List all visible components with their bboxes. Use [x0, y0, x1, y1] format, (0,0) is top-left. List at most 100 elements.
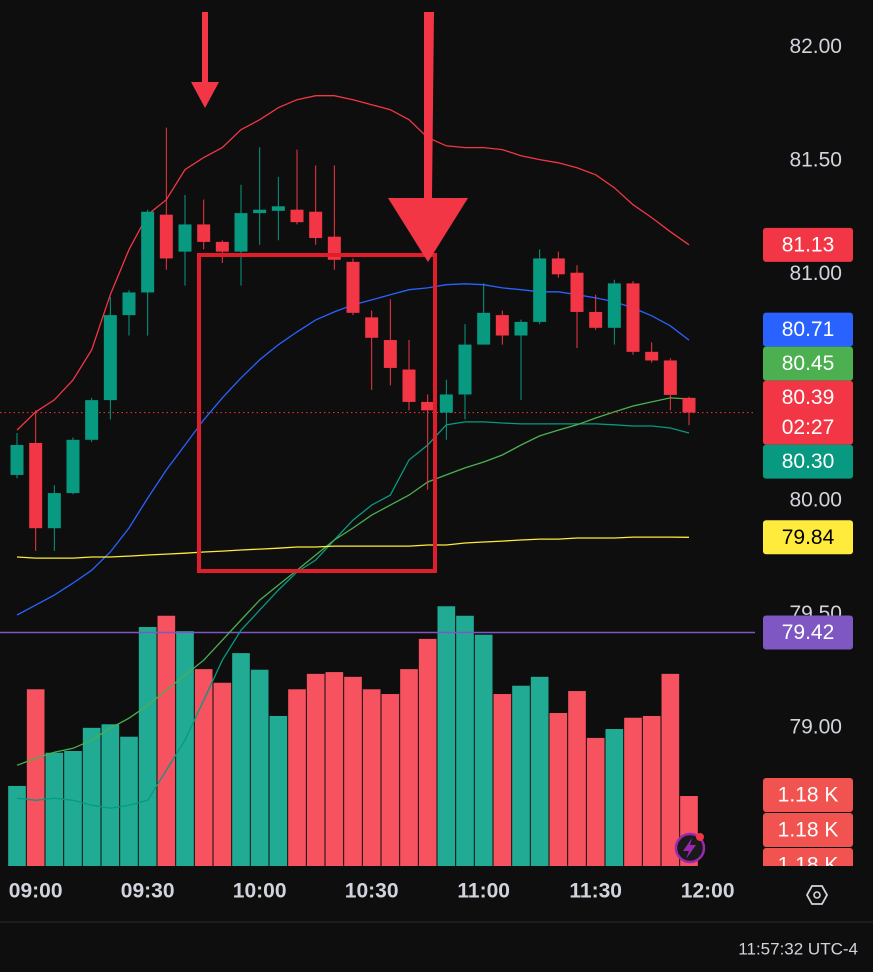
- price-badge-label: 80.45: [782, 352, 835, 375]
- price-badge-label: 80.71: [782, 318, 835, 341]
- annotations: [191, 12, 468, 573]
- price-badge: [763, 520, 853, 555]
- candle-body: [29, 442, 43, 529]
- candle-body: [645, 351, 659, 361]
- candle-body: [159, 214, 173, 259]
- volume-bar: [549, 713, 568, 866]
- volume-bar: [269, 715, 288, 866]
- candle-body: [234, 213, 248, 252]
- settings-icon[interactable]: [805, 885, 829, 905]
- y-tick-label: 81.50: [789, 149, 842, 172]
- volume-bar: [82, 727, 101, 866]
- volume-bar: [642, 715, 661, 866]
- candle-body: [10, 445, 24, 475]
- volume-bar: [586, 737, 605, 866]
- volume-layer: [8, 606, 698, 866]
- indicator-line: [16, 95, 690, 431]
- volume-bar: [325, 672, 344, 866]
- volume-bar: [474, 634, 493, 866]
- volume-bar: [213, 682, 232, 866]
- candle-body: [383, 340, 397, 368]
- volume-bar: [568, 691, 586, 866]
- candle-body: [122, 292, 136, 316]
- volume-bar: [456, 615, 474, 866]
- candle-body: [85, 400, 99, 440]
- volume-bar: [250, 669, 269, 866]
- price-axis: 82.0081.5081.0080.0079.5079.0081.1380.71…: [763, 35, 853, 877]
- alert-icon[interactable]: [674, 832, 706, 864]
- indicator-layer: [0, 95, 755, 809]
- indicator-line: [16, 536, 690, 559]
- candle-body: [47, 493, 61, 529]
- volume-bar: [64, 750, 82, 866]
- volume-bar: [437, 606, 456, 866]
- volume-bar: [493, 694, 512, 866]
- volume-bar: [176, 631, 194, 866]
- candle-body: [178, 224, 192, 252]
- volume-badge: [763, 813, 853, 847]
- volume-bar: [605, 729, 624, 866]
- candle-body: [682, 397, 696, 413]
- arrow-large: [388, 12, 468, 262]
- y-tick-label: 81.00: [789, 262, 842, 285]
- y-tick-label: 79.00: [789, 715, 842, 738]
- volume-badge-label: 1.18 K: [778, 819, 839, 842]
- volume-bar: [232, 653, 250, 866]
- candle-body: [141, 211, 155, 293]
- volume-bar: [157, 615, 176, 866]
- price-badge: [763, 227, 853, 262]
- x-tick-label: 09:00: [9, 880, 63, 903]
- x-tick-label: 11:30: [569, 880, 622, 903]
- candle-body: [402, 369, 416, 402]
- x-tick-label: 10:30: [345, 880, 399, 903]
- candle-body: [66, 439, 80, 494]
- x-tick-label: 11:00: [457, 880, 510, 903]
- x-tick-label: 10:00: [233, 880, 287, 903]
- candle-body: [346, 261, 360, 313]
- volume-badge-label: 1.18 K: [778, 854, 839, 877]
- volume-badge: [763, 778, 853, 812]
- candle-body: [533, 258, 547, 322]
- time-axis: 09:00 09:30 10:00 10:30 11:00 11:30 12:00: [9, 880, 735, 903]
- candle-body: [271, 206, 285, 211]
- clock: 11:57:32 UTC-4: [738, 939, 858, 958]
- candle-body: [495, 315, 509, 336]
- candle-body: [439, 394, 453, 413]
- indicator-line: [16, 421, 690, 809]
- y-tick-label: 80.00: [789, 489, 842, 512]
- x-tick-label: 09:30: [121, 880, 175, 903]
- volume-bar: [306, 673, 325, 866]
- candle-body: [197, 224, 211, 242]
- volume-bar: [288, 689, 306, 866]
- candle-body: [103, 315, 117, 401]
- volume-bar: [400, 669, 418, 866]
- price-badge-label: 80.39: [782, 386, 835, 409]
- volume-bar: [45, 752, 64, 866]
- candle-body: [589, 311, 603, 328]
- highlight-box: [197, 253, 437, 573]
- candle-layer: [10, 127, 696, 551]
- x-tick-label: 12:00: [681, 880, 735, 903]
- candle-body: [421, 401, 435, 411]
- candle-body: [477, 312, 491, 345]
- volume-bar: [362, 689, 381, 866]
- indicator-line: [16, 397, 690, 766]
- price-badge-label: 81.13: [782, 233, 835, 256]
- candle-body: [309, 211, 323, 239]
- volume-bar: [344, 676, 362, 866]
- price-badge: [763, 380, 853, 445]
- candle-body: [290, 209, 304, 223]
- volume-bar: [138, 627, 157, 866]
- candle-body: [626, 283, 640, 352]
- candle-body: [253, 209, 267, 214]
- candle-body: [607, 283, 621, 328]
- volume-bar: [418, 638, 437, 866]
- countdown-label: 02:27: [782, 416, 835, 439]
- candle-body: [570, 272, 584, 312]
- candle-body: [458, 344, 472, 395]
- volume-bar: [101, 724, 120, 866]
- candle-body: [365, 317, 379, 338]
- price-badge: [763, 346, 853, 381]
- volume-bar: [661, 673, 680, 866]
